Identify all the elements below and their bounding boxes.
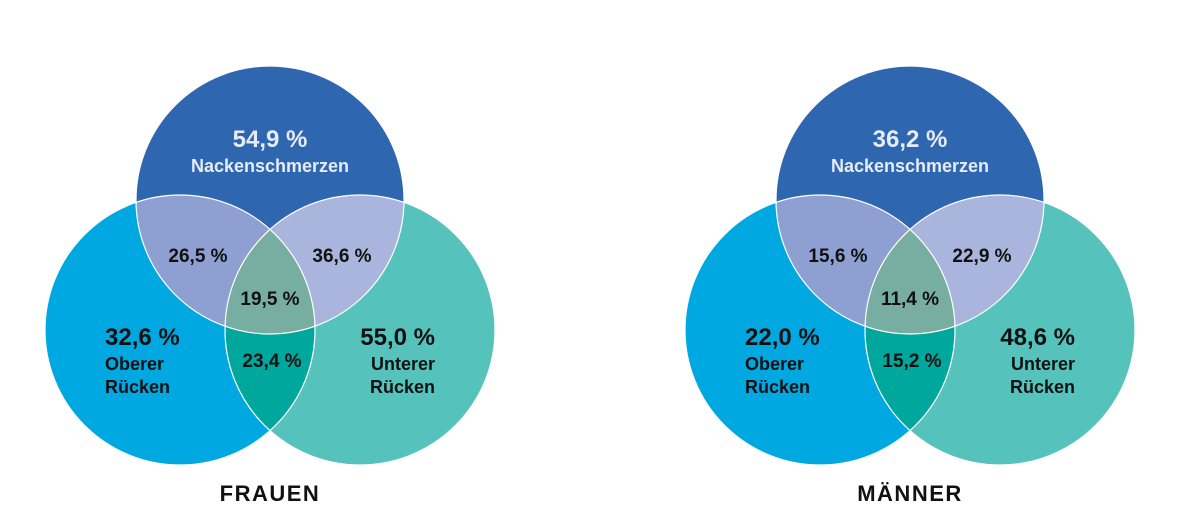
upper-back-label-line1: Oberer <box>105 354 164 374</box>
neck-lower-value: 22,9 % <box>952 246 1011 267</box>
upper-back-value: 22,0 % <box>745 324 820 351</box>
neck-upper-value: 15,6 % <box>808 246 867 267</box>
upper-lower-value: 15,2 % <box>882 351 941 372</box>
center-overlap <box>225 195 315 334</box>
caption-maenner: MÄNNER <box>857 481 963 506</box>
neck-label: Nackenschmerzen <box>191 156 349 176</box>
venn-diagram-frauen: 54,9 % Nackenschmerzen 26,5 % 36,6 % 19,… <box>44 65 496 506</box>
lower-back-label-line2: Rücken <box>1010 377 1075 397</box>
caption-frauen: FRAUEN <box>220 481 321 506</box>
neck-lower-value: 36,6 % <box>312 246 371 267</box>
lower-back-value: 55,0 % <box>360 324 435 351</box>
lower-back-value: 48,6 % <box>1000 324 1075 351</box>
center-value: 11,4 % <box>881 289 939 310</box>
lower-back-label-line1: Unterer <box>1011 354 1075 374</box>
lower-back-label-line2: Rücken <box>370 377 435 397</box>
neck-value: 54,9 % <box>233 126 308 153</box>
circle-outlines <box>44 65 496 466</box>
upper-back-value: 32,6 % <box>105 324 180 351</box>
upper-lower-value: 23,4 % <box>242 351 301 372</box>
upper-back-label-line2: Rücken <box>745 377 810 397</box>
neck-value: 36,2 % <box>873 126 948 153</box>
neck-label: Nackenschmerzen <box>831 156 989 176</box>
upper-back-label-line1: Oberer <box>745 354 804 374</box>
neck-upper-value: 26,5 % <box>168 246 227 267</box>
circle-outlines <box>684 65 1136 466</box>
venn-diagram-maenner: 36,2 % Nackenschmerzen 15,6 % 22,9 % 11,… <box>684 65 1136 506</box>
lower-back-label-line1: Unterer <box>371 354 435 374</box>
upper-back-label-line2: Rücken <box>105 377 170 397</box>
center-overlap <box>865 195 955 334</box>
center-value: 19,5 % <box>240 289 299 310</box>
